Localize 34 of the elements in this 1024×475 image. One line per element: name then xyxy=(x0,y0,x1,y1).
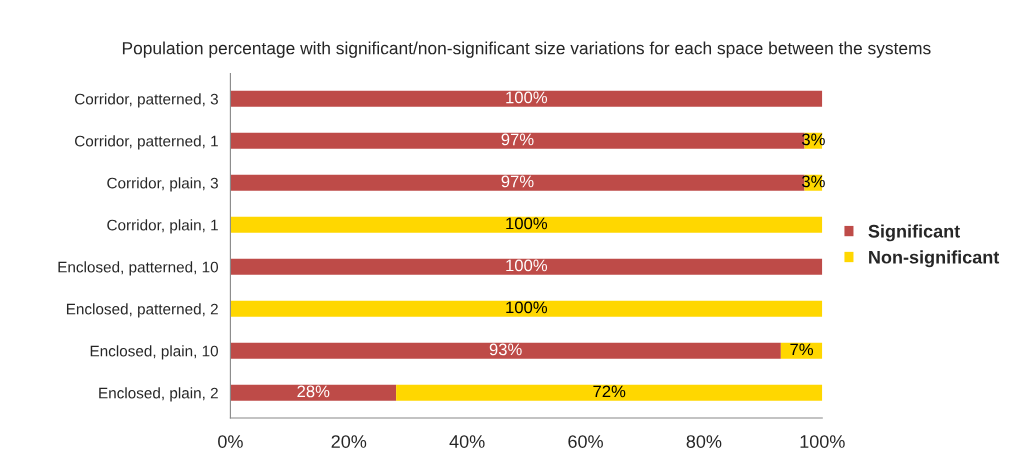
data-label: 97% xyxy=(501,175,534,188)
chart-title: Population percentage with significant/non-significant size variations for each space between the systems xyxy=(122,41,931,58)
data-label: 93% xyxy=(489,343,522,356)
data-label: 100% xyxy=(506,259,548,272)
data-label: 100% xyxy=(506,301,548,314)
x-tick-label: 20% xyxy=(331,435,367,448)
data-label: 100% xyxy=(506,91,548,104)
legend-label: Non-significant xyxy=(869,250,1000,268)
x-tick-label: 0% xyxy=(218,435,243,448)
bar xyxy=(230,258,823,275)
bar xyxy=(230,342,781,359)
bar xyxy=(230,300,823,317)
data-label: 72% xyxy=(593,385,626,398)
data-label: 7% xyxy=(790,343,814,356)
y-tick-label: Corridor, patterned, 3 xyxy=(75,93,218,108)
data-label: 28% xyxy=(297,385,330,398)
y-tick-label: Enclosed, patterned, 2 xyxy=(66,303,218,318)
data-label: 100% xyxy=(506,217,548,230)
bar xyxy=(230,216,823,233)
data-label: 97% xyxy=(501,133,534,146)
x-tick-label: 40% xyxy=(449,435,485,448)
y-tick-label: Enclosed, plain, 2 xyxy=(99,387,218,402)
legend-label: Significant xyxy=(868,224,960,242)
y-tick-label: Corridor, plain, 1 xyxy=(107,219,218,234)
y-tick-label: Corridor, patterned, 1 xyxy=(75,135,218,150)
bar xyxy=(230,90,823,107)
x-tick-label: 80% xyxy=(686,435,722,448)
x-tick-label: 100% xyxy=(800,435,845,448)
y-tick-label: Corridor, plain, 3 xyxy=(107,177,218,192)
bar xyxy=(230,384,397,401)
y-tick-label: Enclosed, plain, 10 xyxy=(90,345,218,360)
x-tick-label: 60% xyxy=(568,435,603,448)
bar xyxy=(396,384,823,401)
y-tick-label: Enclosed, patterned, 10 xyxy=(58,261,219,276)
